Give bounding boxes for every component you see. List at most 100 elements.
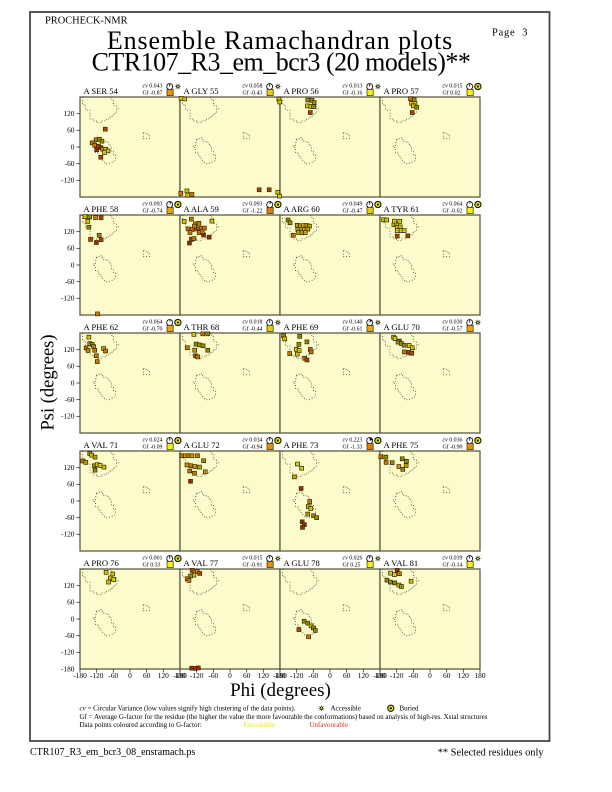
svg-text:Gf -0.47: Gf -0.47 — [343, 208, 363, 215]
svg-text:cv 0.093: cv 0.093 — [143, 201, 163, 207]
svg-text:0: 0 — [328, 671, 332, 680]
svg-text:0: 0 — [71, 378, 75, 387]
svg-text:cv 0.140: cv 0.140 — [343, 319, 363, 325]
svg-text:A PRO 76: A PRO 76 — [84, 558, 120, 568]
svg-text:60: 60 — [67, 244, 75, 253]
svg-text:cv 0.013: cv 0.013 — [343, 83, 363, 89]
svg-text:cv 0.223: cv 0.223 — [343, 437, 363, 443]
svg-text:-60: -60 — [65, 277, 75, 286]
svg-text:A GLU 72: A GLU 72 — [184, 440, 220, 450]
svg-text:Psi (degrees): Psi (degrees) — [39, 334, 59, 430]
svg-text:cv 0.049: cv 0.049 — [343, 201, 363, 207]
svg-text:Gf -0.09: Gf -0.09 — [143, 444, 163, 451]
svg-text:120: 120 — [63, 463, 74, 472]
svg-text:A GLU 78: A GLU 78 — [284, 558, 320, 568]
svg-text:A GLU 70: A GLU 70 — [384, 322, 420, 332]
svg-text:60: 60 — [67, 362, 75, 371]
svg-text:60: 60 — [243, 671, 251, 680]
svg-text:60: 60 — [343, 671, 351, 680]
svg-text:A VAL 77: A VAL 77 — [184, 558, 219, 568]
svg-text:cv 0.064: cv 0.064 — [143, 319, 163, 325]
svg-text:-120: -120 — [190, 671, 204, 680]
svg-text:A ARG 60: A ARG 60 — [284, 204, 320, 214]
svg-text:180: 180 — [474, 671, 485, 680]
svg-text:Gf = Average G-factor for the: Gf = Average G-factor for the residue (t… — [80, 713, 488, 721]
svg-text:A PHE 73: A PHE 73 — [284, 440, 319, 450]
svg-text:60: 60 — [443, 671, 451, 680]
svg-text:120: 120 — [63, 227, 74, 236]
svg-text:Data points coloured according: Data points coloured according to G-fact… — [80, 721, 202, 729]
svg-text:-60: -60 — [308, 671, 318, 680]
svg-text:cv 0.015: cv 0.015 — [443, 83, 463, 89]
svg-text:cv 0.015: cv 0.015 — [243, 555, 263, 561]
svg-text:Gf -0.43: Gf -0.43 — [243, 90, 263, 97]
svg-text:cv 0.024: cv 0.024 — [143, 437, 163, 443]
svg-text:0: 0 — [228, 671, 232, 680]
svg-text:Gf -0.91: Gf -0.91 — [243, 562, 263, 569]
svg-text:A SER 54: A SER 54 — [84, 86, 119, 96]
svg-text:-120: -120 — [90, 671, 104, 680]
svg-text:60: 60 — [67, 126, 75, 135]
svg-text:cv 0.034: cv 0.034 — [243, 437, 263, 443]
svg-text:A PRO 57: A PRO 57 — [384, 86, 420, 96]
svg-text:-180: -180 — [273, 671, 287, 680]
svg-text:-60: -60 — [65, 631, 75, 640]
svg-text:cv 0.058: cv 0.058 — [243, 83, 263, 89]
svg-text:-120: -120 — [290, 671, 304, 680]
svg-text:Gf -0.74: Gf -0.74 — [143, 208, 163, 215]
svg-text:A VAL 71: A VAL 71 — [84, 440, 119, 450]
svg-text:Gf -0.14: Gf -0.14 — [443, 562, 463, 569]
svg-text:Gf -0.02: Gf -0.02 — [443, 208, 463, 215]
svg-text:cv 0.039: cv 0.039 — [443, 555, 463, 561]
svg-text:-60: -60 — [208, 671, 218, 680]
svg-text:A TYR 61: A TYR 61 — [384, 204, 420, 214]
svg-text:120: 120 — [358, 671, 369, 680]
svg-text:0: 0 — [71, 142, 75, 151]
svg-text:Gf -1.22: Gf -1.22 — [243, 208, 263, 215]
svg-text:Unfavourable: Unfavourable — [310, 721, 348, 729]
svg-text:Gf 0.25: Gf 0.25 — [343, 562, 361, 569]
svg-text:Gf -0.90: Gf -0.90 — [443, 444, 463, 451]
svg-text:Gf -0.94: Gf -0.94 — [243, 444, 263, 451]
svg-text:A PRO 56: A PRO 56 — [284, 86, 320, 96]
svg-text:A PHE 58: A PHE 58 — [84, 204, 119, 214]
svg-text:cv 0.064: cv 0.064 — [443, 201, 463, 207]
svg-text:Page 3: Page 3 — [492, 28, 528, 39]
svg-text:cv = Circular Variance (low va: cv = Circular Variance (low values signi… — [80, 705, 296, 713]
svg-text:Gf -0.87: Gf -0.87 — [143, 90, 163, 97]
svg-text:120: 120 — [458, 671, 469, 680]
svg-text:-60: -60 — [65, 395, 75, 404]
svg-text:0: 0 — [428, 671, 432, 680]
svg-text:180: 180 — [274, 671, 285, 680]
svg-text:-120: -120 — [61, 530, 75, 539]
svg-text:Ensemble Ramachandran plots: Ensemble Ramachandran plots — [107, 26, 453, 55]
svg-text:120: 120 — [63, 109, 74, 118]
svg-text:** Selected residues only: ** Selected residues only — [438, 748, 545, 759]
svg-text:0: 0 — [71, 614, 75, 623]
svg-text:A PHE 69: A PHE 69 — [284, 322, 319, 332]
svg-text:A PHE 75: A PHE 75 — [384, 440, 419, 450]
svg-text:A ALA 59: A ALA 59 — [184, 204, 219, 214]
svg-text:A VAL 81: A VAL 81 — [384, 558, 419, 568]
svg-text:-120: -120 — [61, 294, 75, 303]
svg-text:Gf -0.70: Gf -0.70 — [143, 326, 163, 333]
svg-text:cv 0.030: cv 0.030 — [443, 319, 463, 325]
svg-text:Phi (degrees): Phi (degrees) — [230, 680, 331, 701]
svg-text:0: 0 — [71, 496, 75, 505]
svg-text:-120: -120 — [61, 176, 75, 185]
svg-text:cv 0.001: cv 0.001 — [143, 555, 163, 561]
svg-text:-180: -180 — [373, 671, 387, 680]
svg-text:120: 120 — [63, 345, 74, 354]
svg-text:A THR 68: A THR 68 — [184, 322, 220, 332]
svg-text:0: 0 — [71, 260, 75, 269]
svg-text:Gf 0.33: Gf 0.33 — [143, 562, 161, 569]
svg-text:60: 60 — [67, 598, 75, 607]
svg-text:cv 0.026: cv 0.026 — [343, 555, 363, 561]
svg-text:Gf -0.57: Gf -0.57 — [443, 326, 463, 333]
svg-text:60: 60 — [67, 480, 75, 489]
svg-text:Gf -0.16: Gf -0.16 — [343, 90, 363, 97]
svg-text:60: 60 — [143, 671, 151, 680]
svg-text:Favourable: Favourable — [244, 721, 276, 729]
svg-text:Buried: Buried — [400, 705, 420, 713]
svg-text:Gf -0.44: Gf -0.44 — [243, 326, 263, 333]
